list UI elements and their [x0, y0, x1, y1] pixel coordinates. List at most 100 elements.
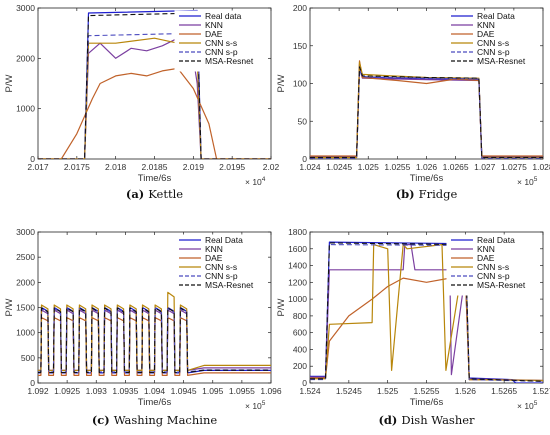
- x-multiplier: × 105: [517, 400, 538, 411]
- x-tick-label: 1.0955: [229, 386, 255, 396]
- legend-label: MSA-Resnet: [205, 280, 254, 290]
- legend-label: DAE: [477, 253, 495, 263]
- y-tick-label: 1000: [288, 294, 307, 304]
- x-tick-label: 1.028: [532, 162, 550, 172]
- x-tick-label: 1.0265: [443, 162, 469, 172]
- legend-label: KNN: [477, 20, 495, 30]
- chart-panel-1: 2.017 2.0175 2.018 2.0185 2.019 2.0195 2.02 0 10…: [4, 3, 280, 201]
- x-multiplier-exponent: 5: [534, 176, 538, 183]
- panel-caption-label: (b): [396, 187, 419, 201]
- y-axis-label: P/W: [4, 299, 15, 317]
- x-axis-label: Time/6s: [410, 173, 444, 184]
- y-tick-label: 800: [293, 311, 307, 321]
- legend-label: MSA-Resnet: [477, 280, 526, 290]
- legend-label: CNN s-p: [205, 47, 238, 57]
- y-tick-label: 50: [298, 116, 308, 126]
- y-axis-label: P/W: [276, 299, 287, 317]
- x-tick-label: 1.0935: [112, 386, 138, 396]
- x-multiplier-exponent: 4: [262, 176, 266, 183]
- legend-label: CNN s-p: [477, 47, 510, 57]
- y-tick-label: 150: [293, 41, 307, 51]
- x-tick-label: 1.026: [416, 162, 438, 172]
- x-tick-label: 1.526: [455, 386, 477, 396]
- x-tick-label: 1.092: [27, 386, 49, 396]
- y-tick-label: 1600: [288, 244, 307, 254]
- x-tick-label: 1.524: [299, 386, 321, 396]
- x-tick-label: 1.094: [144, 386, 166, 396]
- legend-label: KNN: [477, 244, 495, 254]
- y-axis-label: P/W: [276, 75, 287, 93]
- x-tick-label: 1.025: [358, 162, 380, 172]
- panel-caption-text: Washing Machine: [114, 413, 218, 427]
- x-tick-label: 1.0275: [501, 162, 527, 172]
- y-tick-label: 200: [293, 361, 307, 371]
- y-tick-label: 1200: [288, 277, 307, 287]
- y-tick-label: 3000: [16, 227, 35, 237]
- legend-label: CNN s-p: [205, 271, 238, 281]
- series-line-msa-resnet: [38, 12, 271, 159]
- x-tick-label: 2.017: [27, 162, 49, 172]
- legend-label: CNN s-s: [477, 38, 509, 48]
- x-tick-label: 1.527: [532, 386, 550, 396]
- y-tick-label: 1000: [16, 104, 35, 114]
- legend-label: Real Data: [205, 235, 243, 245]
- y-tick-label: 1800: [288, 227, 307, 237]
- y-tick-label: 1500: [16, 303, 35, 313]
- panel-caption-text: Dish Washer: [401, 413, 475, 427]
- legend-label: MSA-Resnet: [477, 56, 526, 66]
- y-tick-label: 0: [30, 154, 35, 164]
- panel-caption-label: (c): [92, 413, 114, 427]
- legend-label: KNN: [205, 244, 223, 254]
- panel-caption-label: (a): [126, 187, 148, 201]
- x-tick-label: 1.093: [86, 386, 108, 396]
- legend-label: CNN s-s: [205, 38, 237, 48]
- series-group: [310, 60, 543, 159]
- y-tick-label: 600: [293, 328, 307, 338]
- x-tick-label: 1.024: [299, 162, 321, 172]
- y-tick-label: 2000: [16, 53, 35, 63]
- series-group: [38, 9, 271, 159]
- x-tick-label: 1.5255: [414, 386, 440, 396]
- x-multiplier-exponent: 5: [262, 400, 266, 407]
- x-tick-label: 2.018: [105, 162, 127, 172]
- panel-caption: (b) Fridge: [396, 187, 458, 201]
- y-tick-label: 0: [302, 378, 307, 388]
- x-tick-label: 1.0925: [54, 386, 80, 396]
- legend-label: CNN s-p: [477, 271, 510, 281]
- chart-panel-3: 1.092 1.0925 1.093 1.0935 1.094 1.0945 1.095 1.…: [4, 227, 282, 427]
- x-tick-label: 1.0255: [384, 162, 410, 172]
- series-line-cnn-s-p: [310, 244, 543, 382]
- series-line-dae: [38, 67, 271, 159]
- series-line-msa-resnet: [310, 242, 543, 382]
- x-multiplier: × 105: [517, 176, 538, 187]
- x-tick-label: 1.525: [377, 386, 399, 396]
- series-line-msa-resnet: [38, 307, 271, 373]
- y-tick-label: 2000: [16, 277, 35, 287]
- y-tick-label: 400: [293, 344, 307, 354]
- legend-label: MSA-Resnet: [205, 56, 254, 66]
- legend-label: KNN: [205, 20, 223, 30]
- x-tick-label: 1.027: [474, 162, 496, 172]
- y-tick-label: 1000: [16, 328, 35, 338]
- panel-caption-text: Kettle: [148, 187, 183, 201]
- x-tick-label: 1.5245: [336, 386, 362, 396]
- legend-label: DAE: [205, 29, 223, 39]
- x-tick-label: 2.0195: [219, 162, 245, 172]
- legend-label: Real data: [205, 11, 242, 21]
- x-tick-label: 1.0245: [326, 162, 352, 172]
- x-tick-label: 1.096: [260, 386, 282, 396]
- x-multiplier: × 104: [245, 176, 266, 187]
- y-tick-label: 500: [21, 353, 35, 363]
- panel-caption-label: (d): [378, 413, 401, 427]
- y-tick-label: 3000: [16, 3, 35, 13]
- chart-panel-2: 1.024 1.0245 1.025 1.0255 1.026 1.0265 1.027 1.…: [276, 3, 550, 201]
- legend-label: Real Data: [477, 235, 515, 245]
- legend-label: DAE: [477, 29, 495, 39]
- series-line-cnn-s-p: [38, 32, 271, 159]
- legend-label: CNN s-s: [477, 262, 509, 272]
- x-multiplier-exponent: 5: [534, 400, 538, 407]
- x-tick-label: 2.019: [183, 162, 205, 172]
- series-group: [38, 291, 271, 376]
- x-tick-label: 2.0185: [142, 162, 168, 172]
